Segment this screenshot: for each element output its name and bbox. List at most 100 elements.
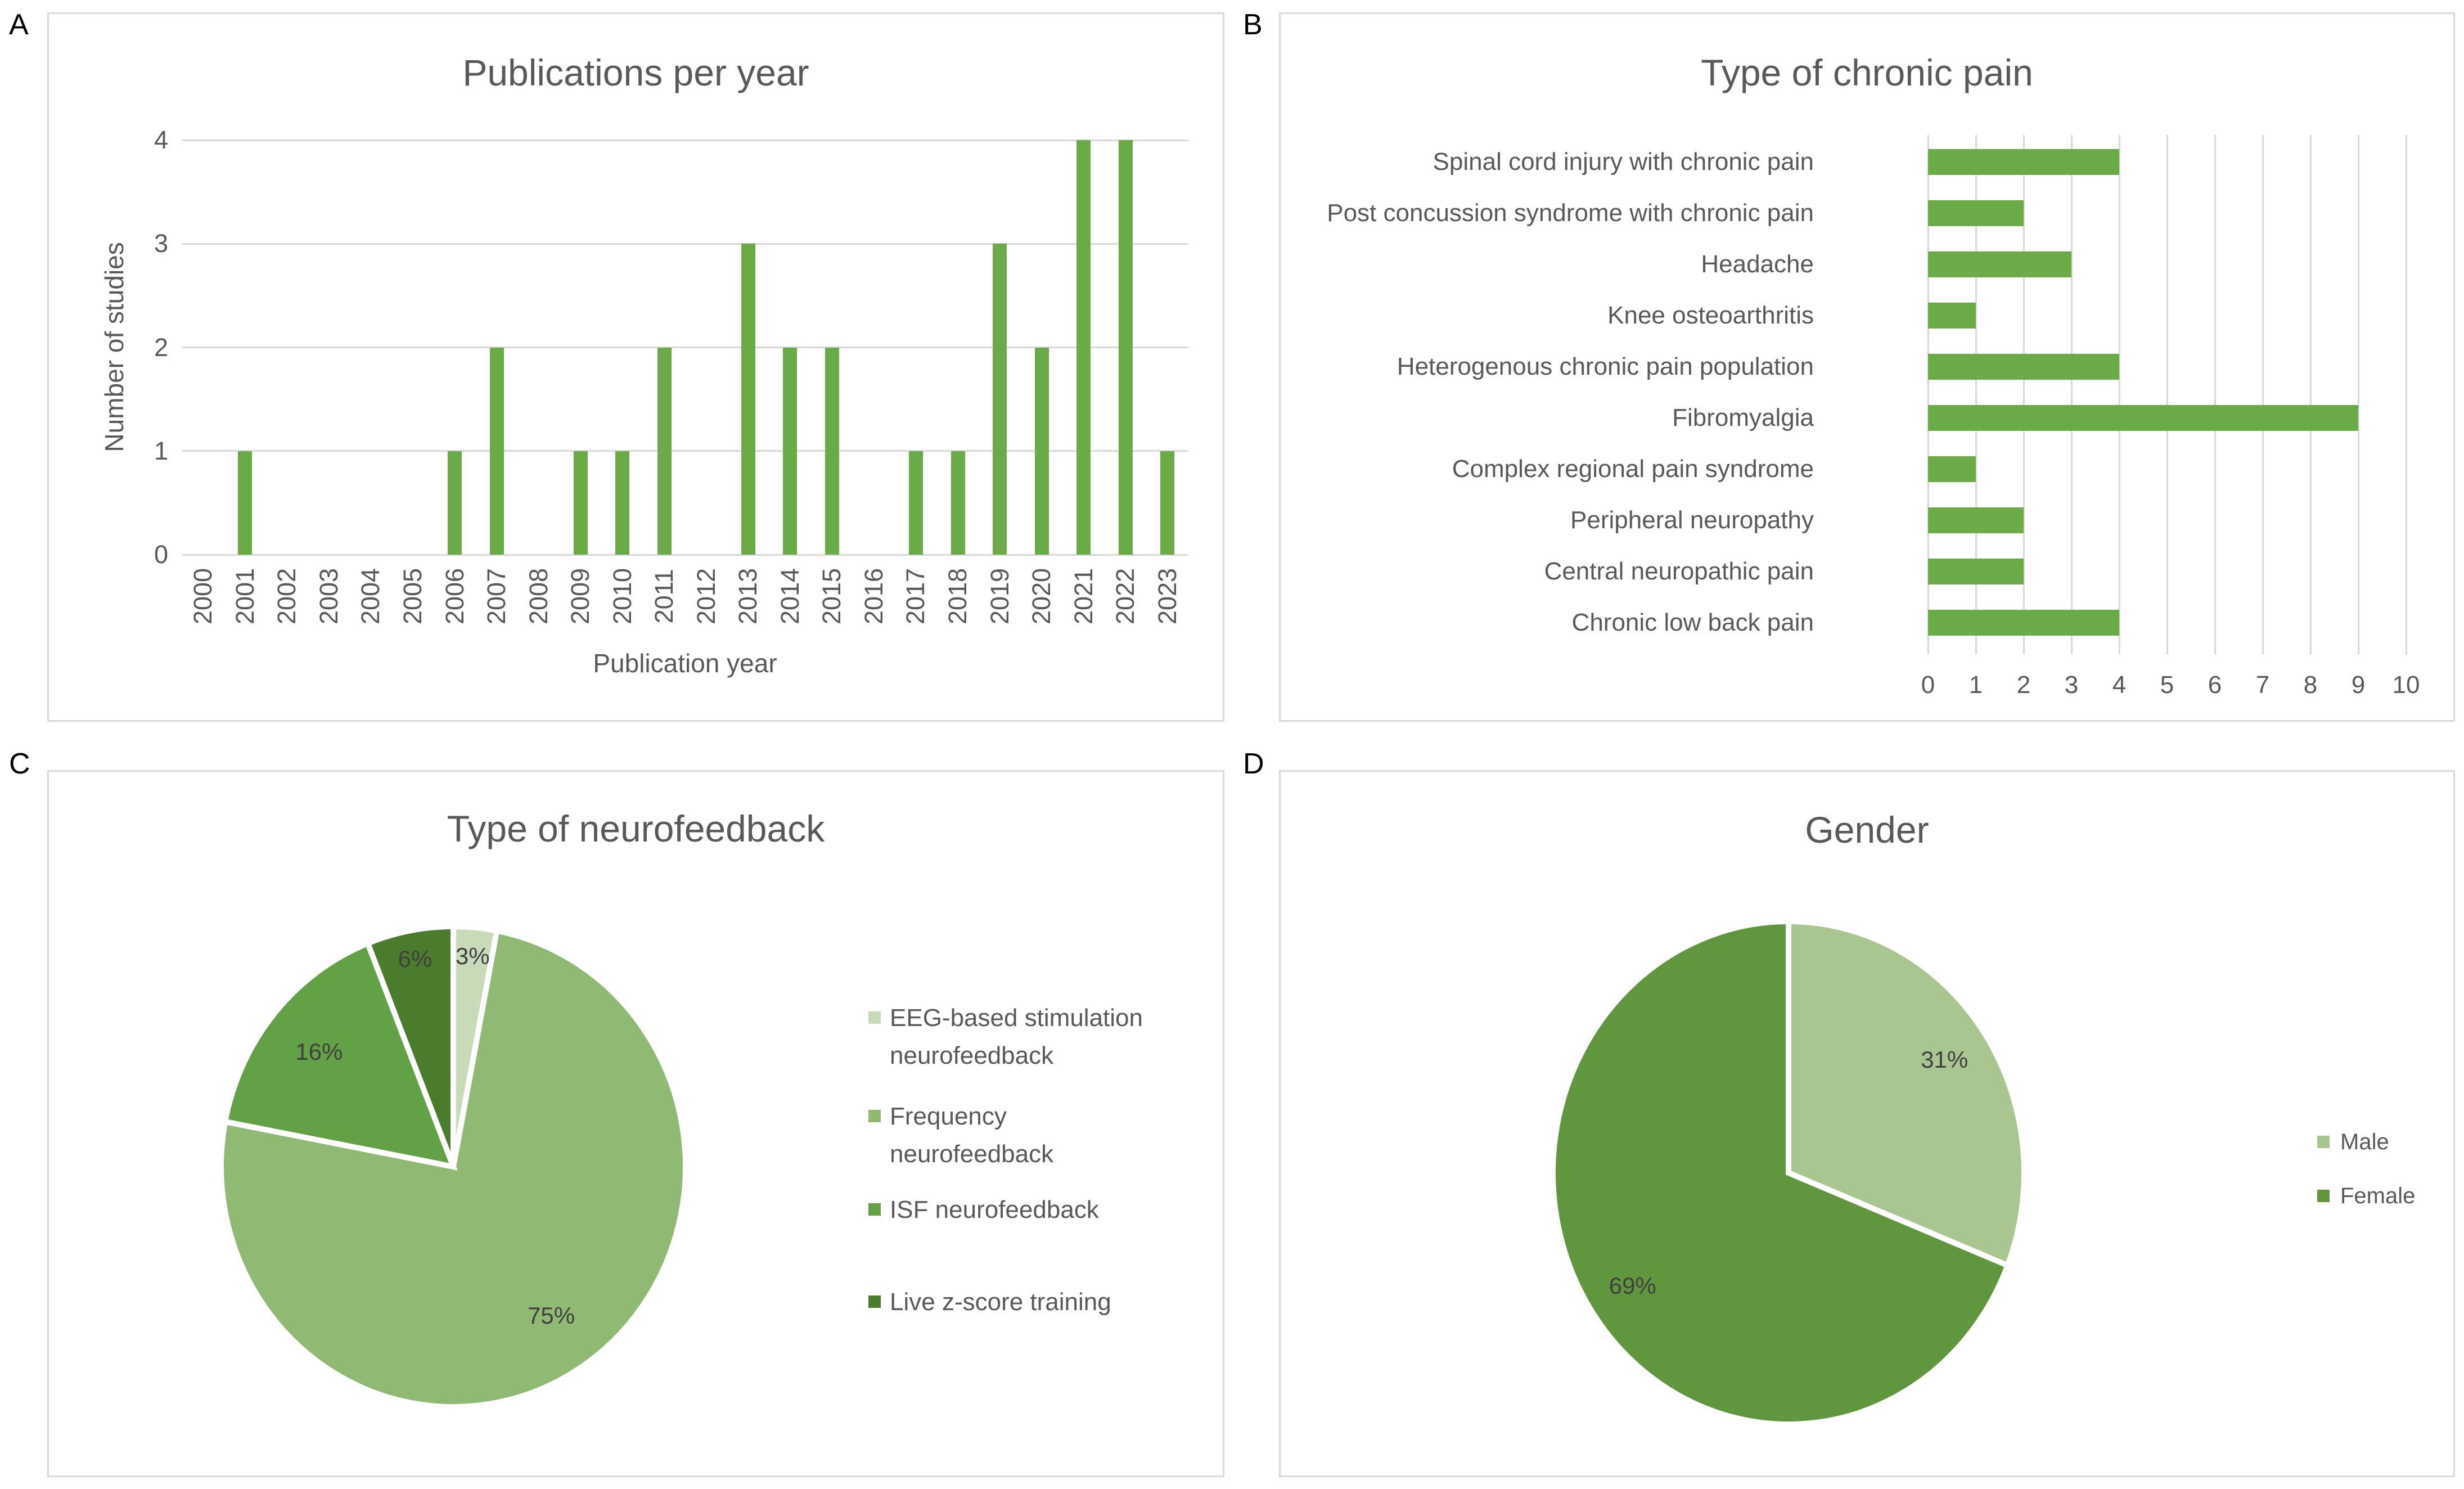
x-tick-label: 2007: [482, 568, 511, 625]
bar-2001: [238, 451, 253, 555]
y-tick-label: 0: [154, 540, 168, 569]
gridline-x-0: [1927, 135, 1929, 654]
x-tick-label: 2015: [817, 568, 846, 625]
pie-chart-area: 31% 69%: [1281, 772, 2453, 1475]
x-tick-label: 2014: [775, 568, 804, 625]
panel-gender: Gender 31% 69% Male Female: [1279, 770, 2455, 1477]
legend-swatch-female: [2317, 1190, 2330, 1202]
x-tick-label: 5: [2160, 671, 2174, 699]
panel-type-of-neurofeedback: Type of neurofeedback 3% 75% 16% 6% EEG-bas…: [47, 770, 1224, 1477]
gridline-x-7: [2262, 135, 2264, 654]
legend-item-isf-neurofeedback: ISF neurofeedback: [868, 1191, 1099, 1229]
legend-swatch-male: [2317, 1136, 2330, 1148]
bar-2006: [448, 451, 462, 555]
bar-2022: [1118, 140, 1133, 555]
x-tick-label: 3: [2064, 671, 2079, 699]
bar-chart-plot-area: 0 1 2 3 4 2000 2001 2002 2003 2004 2005 2006 2007 200…: [49, 14, 1223, 720]
x-tick-label: 2002: [272, 568, 301, 625]
x-tick-label: 9: [2351, 671, 2366, 699]
legend-item-male: Male: [2317, 1125, 2389, 1159]
gridline-x-10: [2405, 135, 2407, 654]
x-axis-title: Publication year: [593, 649, 777, 678]
y-tick-label: 2: [154, 332, 168, 362]
legend-label: Male: [2340, 1130, 2389, 1154]
pie-data-label: 69%: [1609, 1272, 1656, 1299]
x-tick-label: 2005: [398, 568, 427, 625]
x-tick-label: 2023: [1152, 568, 1182, 625]
x-tick-label: 2008: [524, 568, 553, 625]
x-tick-label: 8: [2303, 671, 2318, 699]
legend-swatch-frequency-neurofeedback: [868, 1110, 881, 1122]
pie-chart-area: 3% 75% 16% 6%: [49, 772, 1223, 1475]
bar-heterogenous-chronic-pain-population: [1928, 354, 2119, 380]
x-tick-label: 2022: [1111, 568, 1140, 625]
pie-data-label: 6%: [398, 945, 433, 972]
bar-2013: [741, 244, 755, 555]
panel-letter-b: B: [1243, 8, 1263, 41]
bar-fibromyalgia: [1928, 405, 2358, 431]
panel-letter-d: D: [1243, 748, 1264, 780]
y-tick-label: 4: [154, 125, 168, 154]
pie-data-label: 31%: [1921, 1046, 1969, 1073]
legend-item-female: Female: [2317, 1179, 2415, 1213]
bar-central-neuropathic-pain: [1928, 559, 2024, 584]
x-tick-label: 6: [2208, 671, 2222, 699]
x-tick-label: 2011: [650, 569, 679, 624]
x-tick-label: 2020: [1027, 568, 1056, 625]
x-tick-label: 4: [2112, 671, 2127, 699]
x-tick-label: 2001: [230, 568, 259, 625]
bar-2010: [615, 451, 630, 555]
legend-item-eeg-based-stimulation: EEG-based stimulation neurofeedback: [868, 999, 1154, 1074]
x-tick-label: 2018: [943, 568, 972, 625]
gridline-y-2: [182, 347, 1188, 348]
bar-chronic-low-back-pain: [1928, 610, 2119, 636]
chart-title: Type of neurofeedback: [447, 808, 825, 849]
bar-2011: [657, 347, 672, 555]
chart-title: Type of chronic pain: [1701, 52, 2033, 93]
legend-item-frequency-neurofeedback: Frequency neurofeedback: [868, 1097, 1154, 1173]
bar-2017: [908, 451, 923, 555]
gridline-x-8: [2309, 135, 2312, 654]
category-label: Central neuropathic pain: [1544, 557, 1814, 585]
gridline-y-4: [182, 139, 1188, 141]
y-tick-label: 1: [154, 436, 168, 465]
category-label: Headache: [1701, 250, 1814, 278]
x-tick-label: 2000: [188, 568, 218, 625]
x-tick-label: 0: [1921, 671, 1935, 699]
x-tick-label: 2017: [901, 568, 930, 625]
panel-publications-per-year: Publications per year Number of studies …: [47, 12, 1224, 722]
x-tick-label: 2013: [733, 568, 763, 625]
legend-label: ISF neurofeedback: [890, 1196, 1099, 1223]
category-label: Spinal cord injury with chronic pain: [1433, 148, 1814, 176]
pie-data-label: 16%: [295, 1038, 343, 1065]
gridline-x-1: [1975, 135, 1977, 654]
chart-title: Gender: [1805, 809, 1929, 851]
pie-chart: [1550, 918, 2027, 1427]
gridline-x-3: [2070, 135, 2073, 654]
gridline-x-9: [2357, 135, 2359, 654]
bar-complex-regional-pain-syndrome: [1928, 456, 1976, 482]
pie-data-label: 75%: [528, 1302, 575, 1329]
bar-2019: [993, 244, 1007, 555]
category-label: Fibromyalgia: [1672, 404, 1814, 431]
legend-label: Frequency neurofeedback: [890, 1103, 1054, 1168]
legend-label: Live z-score training: [890, 1288, 1111, 1316]
gridline-y-0: [182, 554, 1188, 556]
category-label: Post concussion syndrome with chronic pa…: [1327, 199, 1814, 227]
x-tick-label: 2006: [440, 568, 469, 625]
gridline-x-2: [2022, 135, 2025, 654]
panel-letter-c: C: [9, 748, 30, 780]
horizontal-bar-plot-area: 0 1 2 3 4 5 6 7 8 9 10 Spinal cord injury with chro…: [1281, 14, 2453, 720]
x-tick-label: 2016: [859, 568, 888, 625]
bar-2009: [573, 451, 588, 555]
gridline-y-3: [182, 242, 1188, 245]
gridline-x-5: [2166, 135, 2168, 654]
x-tick-label: 2009: [566, 568, 595, 625]
category-label: Knee osteoarthritis: [1607, 302, 1814, 329]
panel-type-of-chronic-pain: Type of chronic pain 0 1 2 3 4 5 6 7 8 9 10 Spinal …: [1279, 12, 2455, 722]
gridline-y-1: [182, 450, 1188, 452]
gridline-x-4: [2118, 135, 2120, 654]
category-label: Heterogenous chronic pain population: [1397, 353, 1814, 380]
bar-2007: [489, 347, 504, 555]
